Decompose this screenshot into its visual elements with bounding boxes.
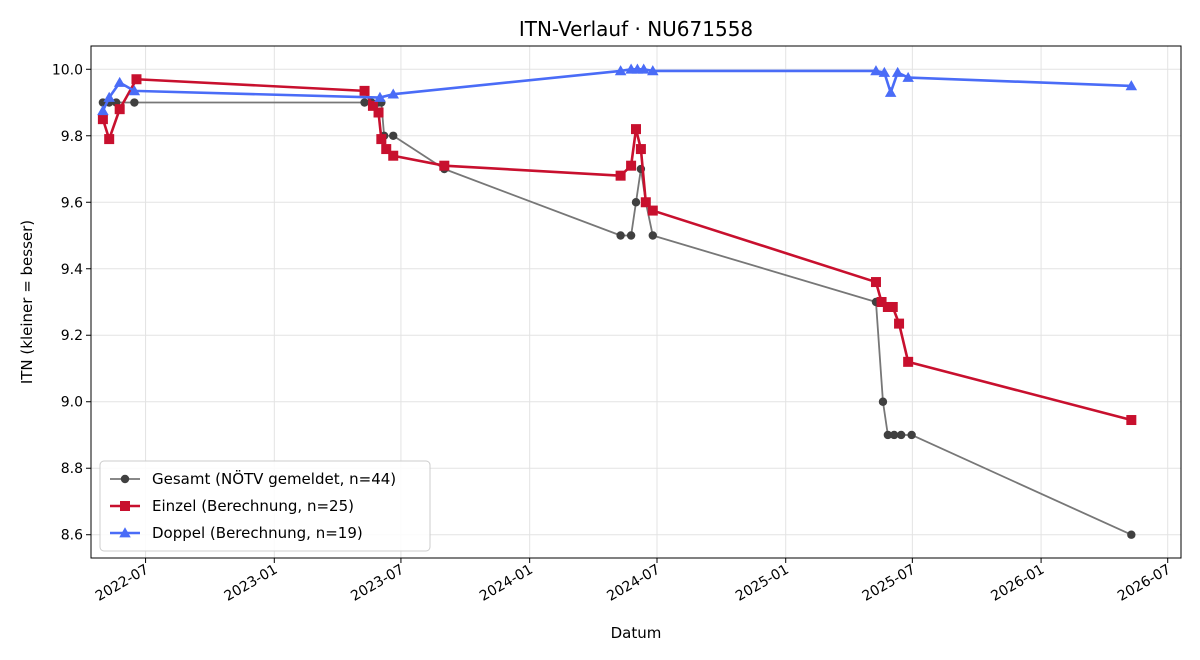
data-point bbox=[367, 100, 378, 111]
data-point bbox=[387, 88, 399, 99]
data-point bbox=[376, 134, 387, 145]
x-tick-label: 2025-07 bbox=[860, 562, 919, 605]
y-tick-label: 9.6 bbox=[61, 195, 83, 211]
data-point bbox=[870, 65, 882, 76]
x-axis-label: Datum bbox=[611, 624, 662, 642]
plot-frame bbox=[90, 45, 1182, 559]
y-tick-label: 10.0 bbox=[52, 62, 83, 78]
y-axis: 8.6 8.8 9.0 9.2 9.4 9.6 9.8 10.0 bbox=[52, 62, 91, 544]
data-point bbox=[887, 301, 898, 312]
chart-title: ITN-Verlauf · NU671558 bbox=[519, 17, 753, 41]
data-point bbox=[104, 134, 115, 145]
data-point bbox=[902, 71, 914, 82]
y-tick-label: 9.8 bbox=[61, 129, 83, 145]
data-point bbox=[635, 144, 646, 155]
data-point bbox=[894, 318, 905, 329]
x-tick-label: 2024-07 bbox=[604, 562, 663, 605]
data-point bbox=[359, 85, 370, 96]
data-point bbox=[626, 231, 636, 240]
data-point bbox=[876, 297, 887, 307]
data-point bbox=[373, 107, 384, 118]
y-axis-label: ITN (kleiner = besser) bbox=[18, 220, 36, 384]
data-point bbox=[615, 170, 626, 181]
legend-marker bbox=[119, 527, 131, 538]
data-point bbox=[637, 63, 650, 74]
data-point bbox=[131, 74, 142, 85]
series-layer bbox=[97, 63, 1138, 539]
data-point bbox=[1127, 530, 1136, 539]
data-point bbox=[1126, 415, 1137, 426]
legend-marker bbox=[120, 474, 130, 484]
data-point bbox=[103, 91, 115, 102]
x-axis: 2022-07 2023-01 2023-07 2024-01 2024-07 2025-… bbox=[93, 558, 1174, 605]
data-point bbox=[903, 356, 914, 367]
data-point bbox=[97, 105, 109, 116]
data-point bbox=[616, 231, 625, 240]
data-point bbox=[884, 86, 897, 97]
y-tick-label: 9.0 bbox=[61, 395, 83, 411]
data-point bbox=[97, 114, 108, 125]
y-tick-label: 8.6 bbox=[61, 528, 83, 544]
data-point bbox=[889, 430, 899, 440]
data-point bbox=[113, 76, 126, 87]
x-tick-label: 2023-07 bbox=[348, 562, 407, 605]
data-point bbox=[870, 277, 881, 288]
data-point bbox=[374, 91, 386, 102]
series-line bbox=[101, 77, 1132, 422]
data-point bbox=[647, 205, 658, 216]
data-point bbox=[1125, 80, 1138, 91]
legend-label: Gesamt (NÖTV gemeldet, n=44) bbox=[152, 469, 396, 488]
x-tick-label: 2024-01 bbox=[477, 562, 536, 605]
y-tick-label: 8.8 bbox=[61, 461, 83, 477]
data-point bbox=[907, 430, 916, 440]
series-einzel bbox=[97, 74, 1137, 426]
data-point bbox=[389, 131, 398, 140]
x-tick-label: 2026-01 bbox=[988, 562, 1047, 605]
legend-label: Einzel (Berechnung, n=25) bbox=[152, 497, 354, 515]
x-tick-label: 2025-01 bbox=[733, 562, 792, 605]
legend-box bbox=[99, 460, 431, 552]
x-tick-label: 2023-01 bbox=[222, 562, 281, 605]
data-point bbox=[640, 197, 651, 208]
data-point bbox=[114, 104, 125, 115]
x-tick-label: 2026-07 bbox=[1115, 562, 1174, 605]
legend-label: Doppel (Berechnung, n=19) bbox=[152, 524, 363, 542]
data-point bbox=[891, 66, 904, 77]
data-point bbox=[878, 66, 891, 77]
data-point bbox=[130, 98, 139, 107]
data-point bbox=[878, 397, 888, 406]
data-point bbox=[626, 160, 637, 171]
data-point bbox=[360, 98, 369, 107]
data-point bbox=[648, 231, 657, 240]
data-point bbox=[439, 160, 450, 171]
data-point bbox=[896, 430, 906, 440]
data-point bbox=[388, 150, 399, 161]
series-doppel bbox=[97, 63, 1138, 116]
data-point bbox=[381, 144, 392, 155]
y-tick-label: 9.4 bbox=[61, 262, 83, 278]
data-point bbox=[631, 124, 641, 135]
data-point bbox=[647, 65, 659, 76]
legend: Gesamt (NÖTV gemeldet, n=44) Einzel (Bere… bbox=[99, 460, 431, 552]
data-point bbox=[631, 198, 641, 207]
legend-marker bbox=[120, 501, 130, 511]
data-point bbox=[614, 65, 627, 76]
y-tick-label: 9.2 bbox=[61, 328, 83, 344]
data-point bbox=[128, 85, 141, 96]
series-line bbox=[101, 67, 1132, 112]
x-tick-label: 2022-07 bbox=[93, 562, 152, 605]
data-point bbox=[883, 430, 893, 440]
